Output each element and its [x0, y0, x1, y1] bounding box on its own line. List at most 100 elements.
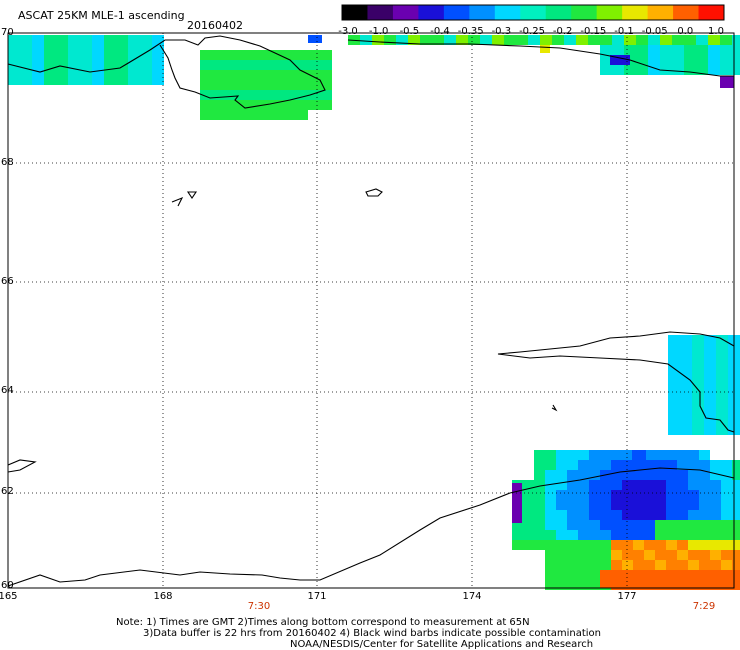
data-cell [545, 490, 556, 500]
data-cell [116, 55, 128, 65]
data-cell [692, 395, 704, 405]
data-cell [408, 35, 420, 45]
data-cell [644, 550, 655, 560]
data-cell [20, 65, 32, 75]
data-cell [128, 35, 140, 45]
data-cell [512, 530, 523, 540]
data-cell [721, 480, 732, 490]
data-cell [655, 450, 666, 460]
data-cell [104, 35, 116, 45]
data-cell [655, 530, 666, 540]
data-cell [552, 35, 564, 45]
data-cell [710, 580, 721, 590]
data-cell [636, 65, 648, 75]
data-cell [732, 490, 740, 500]
data-cell [556, 500, 567, 510]
data-cell [200, 110, 212, 120]
coastline-path [7, 467, 735, 587]
data-cell [578, 520, 589, 530]
lat-label-64: 64 [1, 385, 14, 396]
data-cell [260, 70, 272, 80]
data-cell [622, 470, 633, 480]
data-cell [704, 375, 716, 385]
data-cell [260, 90, 272, 100]
data-cell [152, 55, 164, 65]
colorbar-swatch [418, 5, 445, 20]
data-cell [20, 55, 32, 65]
data-cell [589, 540, 600, 550]
data-cell [600, 490, 611, 500]
data-cell [710, 570, 721, 580]
data-cell [721, 530, 732, 540]
coastline-path [365, 188, 383, 197]
data-cell [92, 55, 104, 65]
data-cell [528, 35, 540, 45]
data-cell [248, 50, 260, 60]
lon-label-174: 174 [462, 591, 482, 602]
data-cell [611, 510, 622, 520]
data-cell [578, 560, 589, 570]
data-cell [236, 70, 248, 80]
colorbar-label: -0.15 [580, 26, 607, 37]
data-cell [308, 60, 320, 70]
data-cell [732, 480, 740, 490]
data-cell [611, 530, 622, 540]
data-cell [556, 470, 567, 480]
data-cell [600, 35, 612, 45]
data-cell [104, 65, 116, 75]
data-cell [600, 65, 612, 75]
data-cell [224, 50, 236, 60]
data-cell [710, 510, 721, 520]
data-cell [152, 75, 164, 85]
data-cell [556, 460, 567, 470]
data-cell [677, 570, 688, 580]
data-cell [692, 355, 704, 365]
data-cell [200, 90, 212, 100]
data-cell [677, 520, 688, 530]
data-cell [534, 490, 545, 500]
data-cell [688, 470, 699, 480]
data-cell [704, 335, 716, 345]
data-cell [589, 460, 600, 470]
data-cell [716, 355, 728, 365]
coastline-path [186, 191, 198, 199]
data-cell [272, 100, 284, 110]
data-cell [699, 570, 710, 580]
lon-label-177: 177 [617, 591, 637, 602]
data-cell [600, 450, 611, 460]
colorbar-label: -0.4 [430, 26, 450, 37]
data-cell [212, 50, 224, 60]
data-cell [567, 450, 578, 460]
data-cell [556, 550, 567, 560]
data-cell [578, 550, 589, 560]
data-cell [704, 415, 716, 425]
data-cell [732, 500, 740, 510]
data-cell [589, 450, 600, 460]
data-cell [212, 110, 224, 120]
data-cell [677, 450, 688, 460]
data-cell [721, 570, 732, 580]
data-cell [589, 580, 600, 590]
data-cell [688, 530, 699, 540]
coastline [7, 35, 735, 587]
data-cell [284, 60, 296, 70]
data-cell [589, 570, 600, 580]
data-cell [556, 540, 567, 550]
colorbar [341, 4, 725, 21]
data-cell [567, 490, 578, 500]
data-cell [644, 510, 655, 520]
data-cell [732, 530, 740, 540]
data-cell [721, 520, 732, 530]
colorbar-labels: -3.0 -1.0 -0.5 -0.4 -0.35 -0.3 -0.25 -0.2 -0.15-… [338, 26, 724, 38]
data-cell [80, 55, 92, 65]
data-cell [545, 560, 556, 570]
data-cell [200, 70, 212, 80]
data-cell [721, 560, 732, 570]
lat-label-68: 68 [1, 157, 14, 168]
data-cell [655, 470, 666, 480]
note-line-2: 3)Data buffer is 22 hrs from 20160402 4)… [143, 628, 601, 639]
data-cell [576, 35, 588, 45]
data-cell [688, 560, 699, 570]
data-cell [692, 365, 704, 375]
data-cell [523, 530, 534, 540]
